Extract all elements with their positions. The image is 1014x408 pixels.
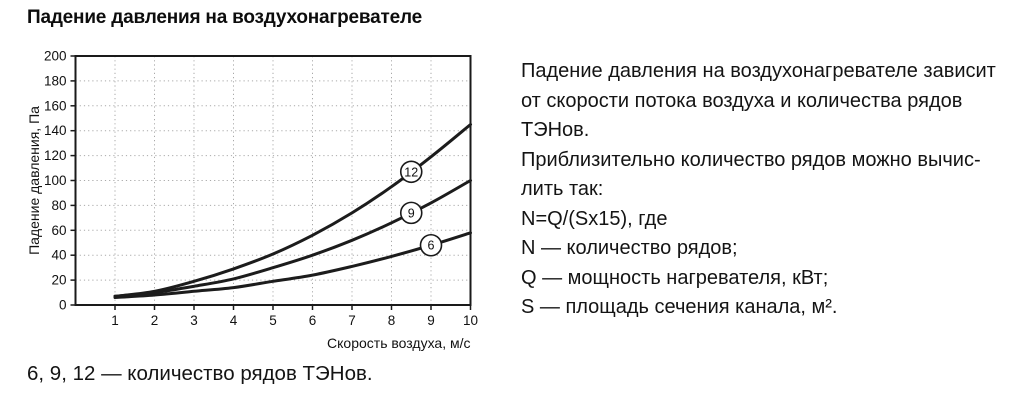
pressure-drop-chart: 1 2 3 4 5 6 7 8 9 10 0 20 40 60 80 100 120 140 160 180 200 Ск…: [26, 46, 479, 362]
curve-6: [113, 231, 472, 299]
svg-text:160: 160: [44, 98, 67, 113]
svg-text:6: 6: [309, 313, 317, 328]
svg-text:140: 140: [44, 123, 67, 138]
formula-term-s: S — площадь сечения канала, м².: [521, 296, 838, 318]
svg-text:9: 9: [408, 206, 415, 220]
svg-text:1: 1: [111, 313, 119, 328]
svg-text:4: 4: [230, 313, 238, 328]
svg-text:180: 180: [44, 73, 67, 88]
svg-text:120: 120: [44, 148, 67, 163]
svg-text:80: 80: [51, 198, 66, 213]
figure-title: Падение давления на воздухонагревателе: [27, 7, 422, 28]
x-axis-ticks: [114, 305, 472, 310]
description-text: Падение давления на воздухонагревателе з…: [521, 57, 1003, 323]
svg-text:0: 0: [59, 298, 67, 313]
curve-label-12: 12: [399, 160, 423, 184]
chart-legend-caption: 6, 9, 12 — количество рядов ТЭНов.: [27, 362, 373, 385]
svg-text:10: 10: [463, 313, 478, 328]
svg-text:12: 12: [404, 165, 418, 179]
formula-term-q: Q — мощность нагревателя, кВт;: [521, 266, 829, 289]
svg-text:6: 6: [428, 239, 435, 253]
description-line: Приблизительно количество рядов можно вы…: [521, 148, 981, 171]
description-line: лить так:: [521, 178, 604, 200]
svg-text:40: 40: [51, 248, 66, 263]
x-axis-labels: 1 2 3 4 5 6 7 8 9 10: [111, 313, 478, 328]
svg-text:8: 8: [388, 313, 396, 328]
curve-label-6: 6: [419, 233, 443, 257]
curve-label-9: 9: [399, 201, 423, 225]
svg-text:2: 2: [151, 313, 159, 328]
chart-svg: 1 2 3 4 5 6 7 8 9 10020406080100120140160180200Ск…: [26, 49, 478, 352]
formula-term-n: N — количество рядов;: [521, 237, 738, 259]
svg-text:60: 60: [51, 223, 66, 238]
description-line: ТЭНов.: [521, 119, 590, 141]
y-axis-labels: 0 20 40 60 80 100 120 140 160 180 200: [44, 49, 67, 313]
x-axis-title: Скорость воздуха, м/с: [327, 335, 470, 351]
svg-text:5: 5: [269, 313, 277, 328]
svg-text:7: 7: [348, 313, 356, 328]
description-line: Падение давления на воздухонагревателе з…: [521, 60, 996, 82]
svg-text:20: 20: [51, 273, 66, 288]
formula-line: N=Q/(Sx15), где: [521, 207, 668, 230]
description-line: от скорости потока воздуха и количества …: [521, 89, 963, 112]
svg-text:9: 9: [427, 313, 435, 328]
svg-text:100: 100: [44, 173, 67, 188]
svg-text:200: 200: [44, 49, 67, 64]
y-axis-title: Падение давления, Па: [27, 106, 42, 255]
svg-text:3: 3: [190, 313, 198, 328]
y-axis-ticks: [70, 55, 76, 306]
